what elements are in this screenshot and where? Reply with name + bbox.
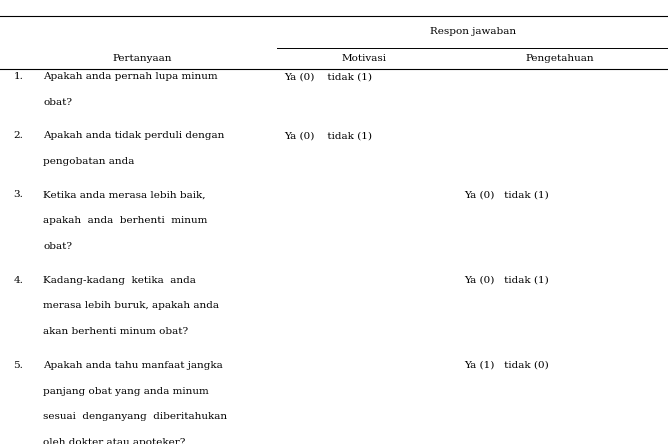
- Text: Respon jawaban: Respon jawaban: [430, 28, 516, 36]
- Text: panjang obat yang anda minum: panjang obat yang anda minum: [43, 386, 209, 396]
- Text: apakah  anda  berhenti  minum: apakah anda berhenti minum: [43, 217, 208, 226]
- Text: Pertanyaan: Pertanyaan: [112, 54, 172, 63]
- Text: Ya (0)    tidak (1): Ya (0) tidak (1): [284, 72, 372, 81]
- Text: Apakah anda tidak perduli dengan: Apakah anda tidak perduli dengan: [43, 131, 225, 140]
- Text: obat?: obat?: [43, 99, 72, 107]
- Text: Ya (1)   tidak (0): Ya (1) tidak (0): [464, 361, 549, 369]
- Text: Kadang-kadang  ketika  anda: Kadang-kadang ketika anda: [43, 275, 196, 285]
- Text: obat?: obat?: [43, 242, 72, 251]
- Text: Ketika anda merasa lebih baik,: Ketika anda merasa lebih baik,: [43, 190, 206, 199]
- Text: oleh dokter atau apoteker?: oleh dokter atau apoteker?: [43, 439, 186, 444]
- Text: akan berhenti minum obat?: akan berhenti minum obat?: [43, 328, 188, 337]
- Text: Motivasi: Motivasi: [341, 54, 387, 63]
- Text: 3.: 3.: [13, 190, 23, 199]
- Text: 1.: 1.: [13, 72, 23, 81]
- Text: Ya (0)   tidak (1): Ya (0) tidak (1): [464, 190, 549, 199]
- Text: Ya (0)   tidak (1): Ya (0) tidak (1): [464, 275, 549, 285]
- Text: Apakah anda pernah lupa minum: Apakah anda pernah lupa minum: [43, 72, 218, 81]
- Text: 5.: 5.: [13, 361, 23, 369]
- Text: pengobatan anda: pengobatan anda: [43, 158, 135, 166]
- Text: Pengetahuan: Pengetahuan: [525, 54, 594, 63]
- Text: 4.: 4.: [13, 275, 23, 285]
- Text: Ya (0)    tidak (1): Ya (0) tidak (1): [284, 131, 372, 140]
- Text: merasa lebih buruk, apakah anda: merasa lebih buruk, apakah anda: [43, 301, 219, 310]
- Text: 2.: 2.: [13, 131, 23, 140]
- Text: Apakah anda tahu manfaat jangka: Apakah anda tahu manfaat jangka: [43, 361, 223, 369]
- Text: sesuai  denganyang  diberitahukan: sesuai denganyang diberitahukan: [43, 412, 228, 421]
